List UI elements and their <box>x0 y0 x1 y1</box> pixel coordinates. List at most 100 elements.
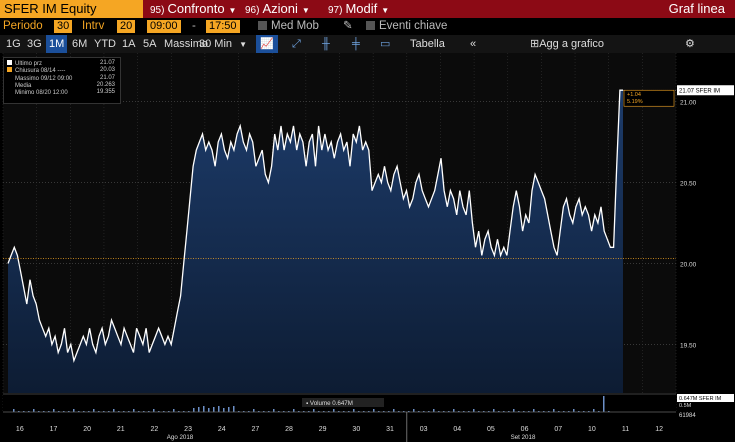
volume-bar <box>408 411 410 412</box>
top-bar: SFER IM Equity 95) Confronto ▼ 96) Azioni ▼ … <box>0 0 735 18</box>
eventi-label: Eventi chiave <box>379 20 448 32</box>
legend-value: 20.03 <box>99 67 115 74</box>
gear-icon[interactable]: ⚙ <box>685 38 695 50</box>
volume-bar <box>573 409 575 412</box>
volume-bar <box>133 409 135 412</box>
x-tick-label: 11 <box>622 426 629 433</box>
legend-marker-icon <box>7 89 12 95</box>
volume-bar <box>263 411 265 412</box>
toolbar: 1G 3G 1M 6M YTD 1A 5A Massimo 30 Min ▼ 📈… <box>0 35 735 53</box>
volume-label-box <box>302 398 384 407</box>
volume-bar <box>128 411 130 412</box>
legend-label: Media <box>15 82 32 89</box>
range-1a[interactable]: 1A <box>122 38 136 50</box>
end-time-field[interactable]: 17:50 <box>206 20 240 33</box>
volume-bar <box>23 411 25 412</box>
med-mob-toggle[interactable]: Med Mob <box>258 18 319 35</box>
x-tick-label: 27 <box>251 426 259 433</box>
azioni-menu[interactable]: 96) Azioni ▼ <box>245 0 310 18</box>
volume-bar <box>588 411 590 412</box>
bars-icon[interactable]: ╫ <box>322 38 330 50</box>
volume-bar <box>78 411 80 412</box>
x-tick-label: 30 <box>352 426 360 433</box>
volume-bar <box>533 409 535 412</box>
interval-field[interactable]: 20 <box>117 20 136 33</box>
line-chart-icon[interactable]: 📈 <box>256 35 278 53</box>
volume-bar <box>303 411 305 412</box>
volume-bar <box>98 411 100 412</box>
volume-bar <box>393 409 395 412</box>
range-6m[interactable]: 6M <box>72 38 88 50</box>
volume-bar <box>53 409 55 412</box>
volume-bar <box>288 411 290 412</box>
interval-select[interactable]: 30 Min ▼ <box>199 35 247 53</box>
volume-bar <box>198 407 200 412</box>
volume-bar <box>83 411 85 412</box>
x-tick-label: 17 <box>50 426 58 433</box>
chart-panel: 21.00 20.50 20.00 19.50 +1.04 5.19% 21.07 SFER… <box>0 53 735 442</box>
volume-bar <box>548 411 550 412</box>
volume-bar <box>13 409 15 412</box>
volume-bar <box>213 407 215 412</box>
volume-right-value: 61984 <box>679 413 696 419</box>
volume-bar <box>63 411 65 412</box>
x-tick-label: 16 <box>16 426 24 433</box>
dropdown-arrow-icon: ▼ <box>228 6 237 15</box>
volume-bar <box>223 408 225 412</box>
range-3g[interactable]: 3G <box>27 38 42 50</box>
volume-bar <box>158 411 160 412</box>
tabella-button[interactable]: Tabella <box>410 38 445 50</box>
volume-bar <box>403 411 405 412</box>
volume-bar <box>583 411 585 412</box>
add-chart-label: Agg a grafico <box>539 38 605 50</box>
volume-bar <box>113 409 115 412</box>
volume-bar <box>488 411 490 412</box>
x-tick-label: 20 <box>83 426 91 433</box>
volume-bar <box>168 411 170 412</box>
x-tick-label: 10 <box>588 426 596 433</box>
range-1g[interactable]: 1G <box>6 38 21 50</box>
volume-bar <box>33 409 35 412</box>
volume-bar <box>608 411 610 412</box>
range-1m[interactable]: 1M <box>46 35 68 53</box>
volume-bar <box>513 409 515 412</box>
volume-bar <box>293 409 295 412</box>
period-label: Periodo <box>3 20 43 32</box>
y-tick-label: 20.00 <box>680 261 697 268</box>
volume-bar <box>383 411 385 412</box>
ticker-field[interactable]: SFER IM Equity <box>0 0 143 18</box>
volume-bar <box>358 411 360 412</box>
eventi-toggle[interactable]: Eventi chiave <box>366 18 447 35</box>
volume-bar <box>543 411 545 412</box>
menu-number: 97) <box>328 5 343 16</box>
start-time-field[interactable]: 09:00 <box>147 20 181 33</box>
legend-marker-icon <box>7 81 12 87</box>
confronto-menu[interactable]: 95) Confronto ▼ <box>150 0 236 18</box>
volume-bar <box>103 411 105 412</box>
pencil-icon[interactable]: ✎ <box>343 20 353 32</box>
ruler-icon[interactable]: ▭ <box>380 38 391 50</box>
volume-bar <box>273 409 275 412</box>
range-5a[interactable]: 5A <box>143 38 157 50</box>
candles-icon[interactable]: ╪ <box>352 38 360 50</box>
legend-label: Massimo 09/12 09:00 <box>15 75 73 82</box>
collapse-icon[interactable]: « <box>470 38 477 50</box>
zoom-icon[interactable]: ⤢ <box>292 38 301 50</box>
add-chart-button[interactable]: ⊞Agg a grafico <box>530 35 604 53</box>
volume-bar <box>568 411 570 412</box>
menu-number: 95) <box>150 5 165 16</box>
legend-label: Minimo 08/20 12:00 <box>15 90 68 97</box>
x-tick-label: 05 <box>487 426 495 433</box>
period-field[interactable]: 30 <box>54 20 73 33</box>
price-chart[interactable]: 21.00 20.50 20.00 19.50 +1.045.19% 21.07 SFER… <box>0 53 735 442</box>
volume-bar <box>328 411 330 412</box>
legend-label: Ultimo prz <box>15 61 43 67</box>
range-massimo[interactable]: Massimo <box>164 38 209 50</box>
volume-bar <box>333 409 335 412</box>
interval-select-label: 30 Min <box>199 38 233 50</box>
modif-menu[interactable]: 97) Modif ▼ <box>328 0 389 18</box>
x-tick-label: 29 <box>319 426 327 433</box>
range-ytd[interactable]: YTD <box>94 38 116 50</box>
x-tick-label: 22 <box>151 426 159 433</box>
last-price-label: 21.07 SFER IM <box>679 89 720 95</box>
